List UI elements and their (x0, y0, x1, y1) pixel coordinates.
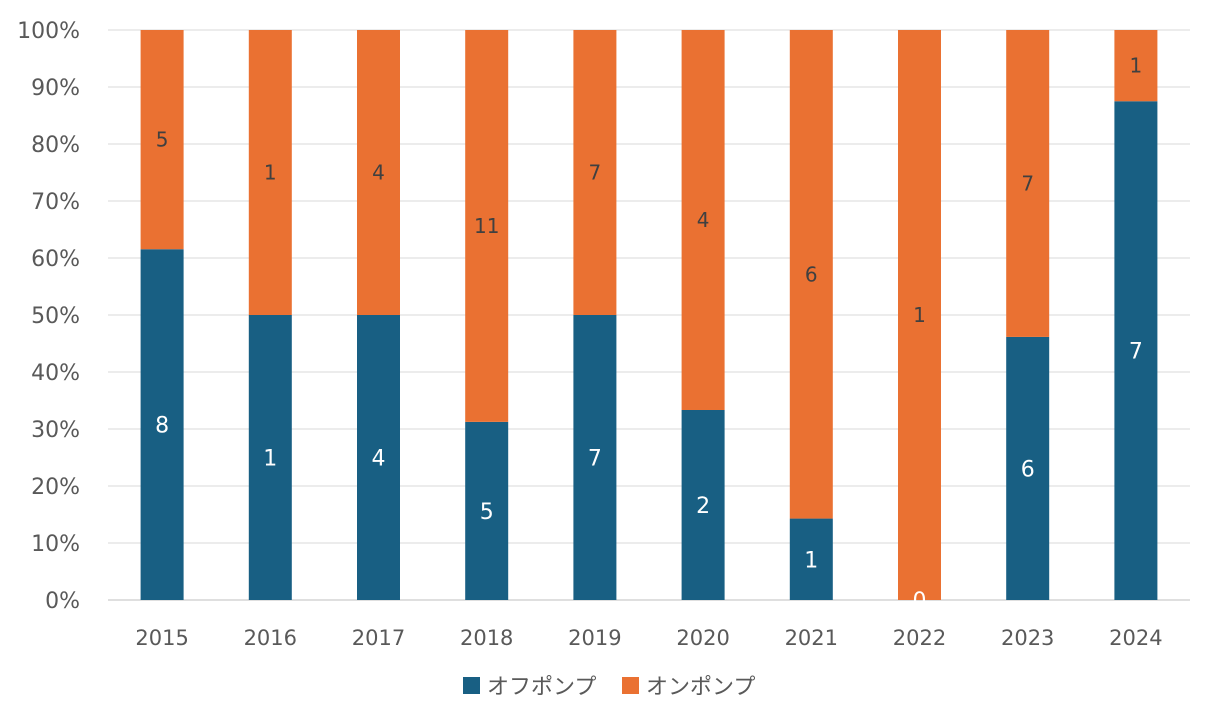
x-tick-label: 2021 (785, 626, 838, 650)
legend-item-off-pump: オフポンプ (463, 675, 596, 700)
data-label-off-pump: 1 (804, 548, 818, 573)
data-label-on-pump: 1 (913, 303, 926, 327)
bar-segment-on-pump (1006, 30, 1050, 337)
y-tick-label: 80% (31, 133, 80, 158)
data-label-on-pump: 11 (474, 214, 499, 238)
y-tick-label: 90% (31, 76, 80, 101)
bar-segment-on-pump (140, 30, 184, 250)
bars (140, 30, 1158, 600)
x-tick-label: 2018 (460, 626, 513, 650)
data-label-off-pump: 1 (263, 447, 277, 472)
data-label-on-pump: 7 (589, 161, 602, 185)
bar-segment-off-pump (573, 315, 617, 600)
x-tick-label: 2019 (568, 626, 621, 650)
data-label-off-pump: 0 (913, 589, 927, 614)
y-tick-label: 100% (17, 19, 80, 44)
bar-segment-on-pump (681, 30, 725, 410)
bar-segment-off-pump (681, 410, 725, 600)
data-label-off-pump: 4 (372, 447, 386, 472)
bar-segment-on-pump (789, 30, 833, 519)
data-label-on-pump: 1 (1130, 54, 1143, 78)
bar-segment-off-pump (248, 315, 292, 600)
bar-segment-off-pump (1006, 336, 1050, 600)
y-tick-label: 70% (31, 190, 80, 215)
data-label-on-pump: 4 (372, 161, 385, 185)
bar-segment-off-pump (1114, 101, 1158, 600)
x-axis: 2015 2016 2017 2018 2019 2020 2021 2022 2023 2024 (135, 626, 1162, 650)
data-label-on-pump: 1 (264, 161, 277, 185)
bar-segment-off-pump (465, 421, 509, 600)
bar-segment-on-pump (573, 30, 617, 315)
x-tick-label: 2017 (352, 626, 405, 650)
x-tick-label: 2024 (1109, 626, 1162, 650)
bar-segment-off-pump (789, 518, 833, 600)
data-label-off-pump: 8 (155, 414, 169, 439)
legend-item-on-pump: オンポンプ (622, 675, 755, 700)
x-tick-label: 2020 (676, 626, 729, 650)
y-tick-label: 10% (31, 532, 80, 557)
y-tick-label: 30% (31, 418, 80, 443)
data-label-on-pump: 5 (156, 128, 169, 152)
legend-swatch (463, 677, 480, 694)
y-axis: 0% 10% 20% 30% 40% 50% 60% 70% 80% 90% 100% (17, 19, 80, 614)
bar-segment-on-pump (357, 30, 400, 315)
data-label-off-pump: 6 (1021, 457, 1035, 482)
data-label-off-pump: 7 (1129, 340, 1143, 365)
x-tick-label: 2022 (893, 626, 946, 650)
bar-segment-off-pump (140, 249, 184, 600)
data-label-on-pump: 6 (805, 262, 818, 286)
x-tick-label: 2016 (244, 626, 297, 650)
bar-segment-on-pump (898, 30, 941, 600)
bar-segment-on-pump (248, 30, 292, 315)
legend-label: オンポンプ (646, 675, 755, 700)
data-label-off-pump: 7 (588, 447, 602, 472)
data-label-on-pump: 7 (1021, 171, 1034, 195)
data-label-off-pump: 2 (696, 494, 710, 519)
y-tick-label: 0% (45, 589, 80, 614)
bar-segment-on-pump (1114, 30, 1158, 102)
legend-swatch (622, 677, 639, 694)
legend-label: オフポンプ (487, 675, 596, 700)
x-tick-label: 2015 (135, 626, 188, 650)
legend: オフポンプ オンポンプ (463, 675, 755, 700)
data-label-on-pump: 4 (697, 208, 710, 232)
y-tick-label: 40% (31, 361, 80, 386)
y-tick-label: 50% (31, 304, 80, 329)
y-tick-label: 20% (31, 475, 80, 500)
data-label-off-pump: 5 (480, 500, 494, 525)
x-tick-label: 2023 (1001, 626, 1054, 650)
bar-segment-on-pump (465, 30, 509, 422)
y-tick-label: 60% (31, 247, 80, 272)
bar-segment-off-pump (357, 315, 400, 600)
